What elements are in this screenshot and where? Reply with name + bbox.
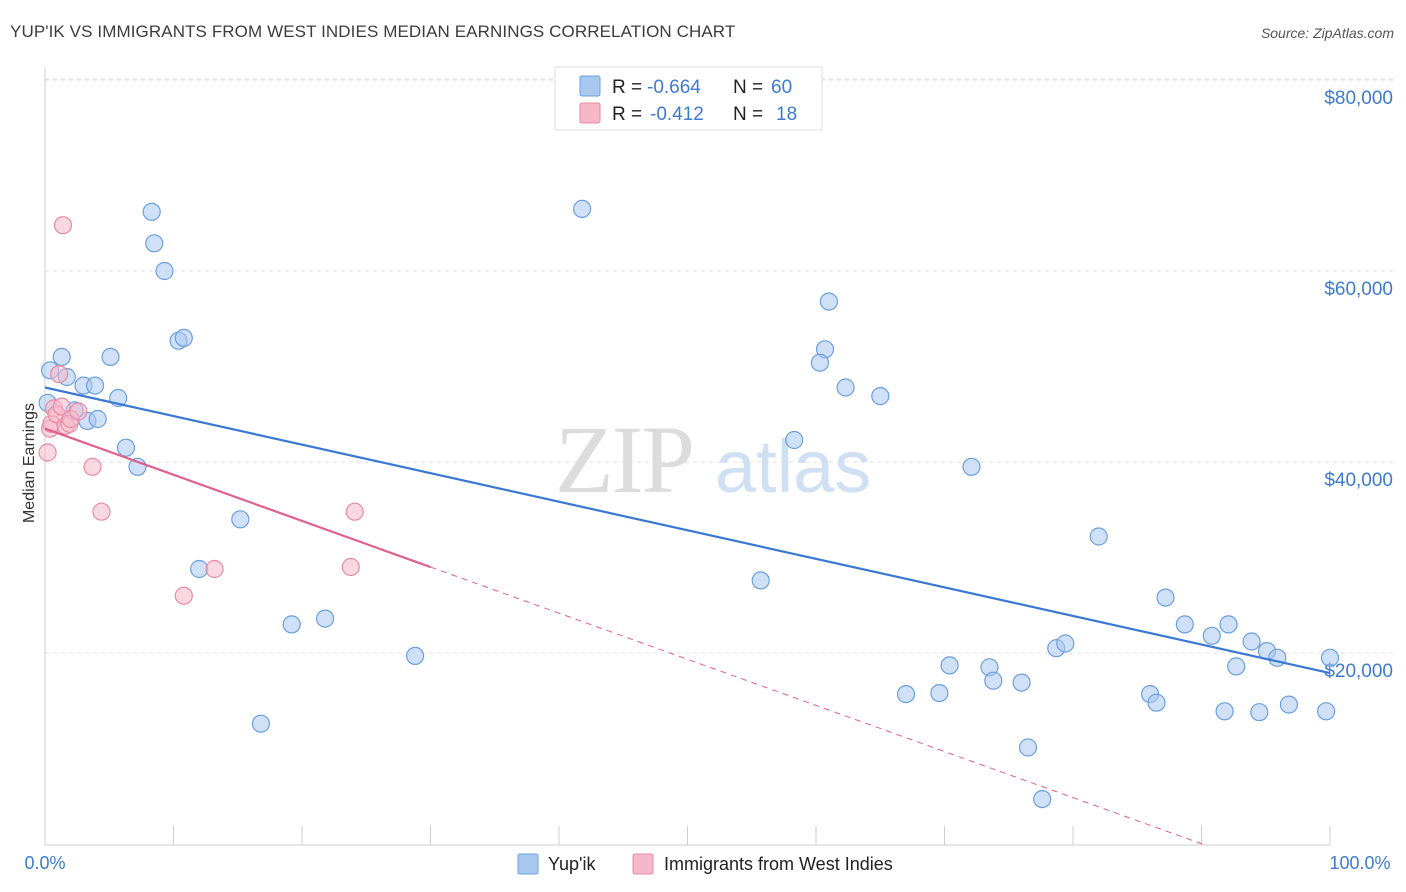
point-yupik [1147, 693, 1166, 712]
point-yupik [1202, 626, 1221, 645]
trend-line-west-indies [44, 427, 431, 569]
grid-lines [45, 78, 1395, 654]
bottom-legend-swatch-west-indies [632, 853, 654, 875]
point-yupik [572, 199, 592, 218]
legend-n-value-2: 18 [776, 104, 797, 125]
legend: R = -0.664 N = 60 R = -0.412 N = 18 [554, 66, 823, 131]
legend-swatch-yupik [579, 75, 601, 97]
legend-r-label-1: R = [612, 77, 642, 98]
point-yupik [316, 609, 335, 628]
legend-r-label-2: R = [612, 104, 642, 125]
point-yupik [1175, 615, 1194, 634]
point-yupik [1018, 738, 1038, 757]
point-yupik [984, 671, 1003, 690]
legend-n-label-2: N = [733, 104, 763, 125]
legend-swatch-west-indies [579, 102, 601, 124]
point-yupik [810, 353, 830, 372]
point-yupik [1320, 648, 1340, 667]
x-tick-label-max: 100.0% [1329, 853, 1390, 873]
point-yupik [785, 430, 804, 450]
point-yupik [896, 684, 916, 704]
watermark: ZIP atlas [555, 406, 871, 513]
point-yupik [1250, 703, 1269, 722]
point-yupik [85, 376, 105, 395]
point-yupik [174, 328, 193, 347]
bottom-legend-swatch-yupik [517, 853, 539, 875]
point-yupik [962, 457, 981, 476]
point-west-indies [52, 397, 71, 416]
point-west-indies [205, 559, 224, 579]
point-yupik [1156, 588, 1175, 607]
point-yupik [1215, 702, 1234, 721]
point-yupik [940, 656, 959, 675]
legend-r-value-1: -0.664 [647, 77, 701, 98]
point-yupik [1219, 615, 1238, 634]
data-points [38, 199, 1340, 809]
point-west-indies [38, 443, 57, 462]
point-west-indies [49, 365, 69, 384]
point-yupik [1033, 789, 1052, 809]
y-tick-label: $80,000 [1324, 88, 1393, 109]
y-tick-label: $60,000 [1324, 279, 1393, 300]
point-yupik [836, 378, 855, 397]
point-yupik [751, 571, 770, 590]
point-west-indies [174, 586, 193, 605]
point-west-indies [341, 557, 360, 577]
chart-title: YUP'IK VS IMMIGRANTS FROM WEST INDIES ME… [10, 22, 736, 41]
point-yupik [88, 409, 107, 429]
point-yupik [251, 714, 270, 733]
legend-n-value-1: 60 [771, 77, 792, 98]
point-west-indies [345, 502, 364, 521]
x-tick-label-min: 0.0% [24, 853, 65, 873]
point-yupik [1227, 657, 1246, 676]
point-yupik [145, 234, 164, 253]
point-yupik [142, 202, 161, 221]
trend-line-west-indies-extrapolated [430, 566, 1206, 846]
point-yupik [116, 438, 136, 457]
source-label: Source: ZipAtlas.com [1260, 25, 1394, 41]
trend-line-yupik [44, 386, 1331, 675]
series-west-indies [38, 216, 364, 605]
point-yupik [52, 347, 71, 366]
trend-lines [44, 386, 1331, 846]
point-west-indies [69, 402, 88, 421]
point-yupik [930, 683, 949, 703]
point-yupik [406, 646, 425, 666]
point-yupik [1242, 632, 1261, 651]
y-tick-label: $40,000 [1324, 470, 1393, 491]
legend-n-label-1: N = [733, 77, 763, 98]
point-west-indies [53, 216, 73, 235]
bottom-legend-label-west-indies: Immigrants from West Indies [664, 854, 893, 874]
point-yupik [231, 510, 250, 529]
point-yupik [1089, 527, 1108, 546]
point-west-indies [83, 457, 102, 476]
point-yupik [1056, 634, 1075, 653]
y-tick-label: $20,000 [1324, 661, 1393, 682]
bottom-legend: Yup'ik Immigrants from West Indies [517, 853, 893, 875]
point-yupik [1316, 702, 1336, 721]
point-yupik [101, 347, 120, 366]
point-west-indies [92, 502, 111, 521]
axes: 0.0% 100.0% $20,000 $40,000 $60,000 $80,000 [24, 67, 1393, 873]
point-yupik [190, 559, 209, 579]
point-yupik [819, 292, 839, 311]
point-yupik [871, 387, 890, 406]
watermark-zip: ZIP [555, 406, 693, 513]
point-yupik [282, 615, 301, 634]
y-axis-label: Median Earnings [21, 403, 38, 523]
legend-r-value-2: -0.412 [650, 104, 704, 125]
point-yupik [155, 261, 174, 281]
point-yupik [1279, 695, 1299, 714]
point-yupik [1012, 673, 1031, 692]
bottom-legend-label-yupik: Yup'ik [548, 854, 596, 874]
